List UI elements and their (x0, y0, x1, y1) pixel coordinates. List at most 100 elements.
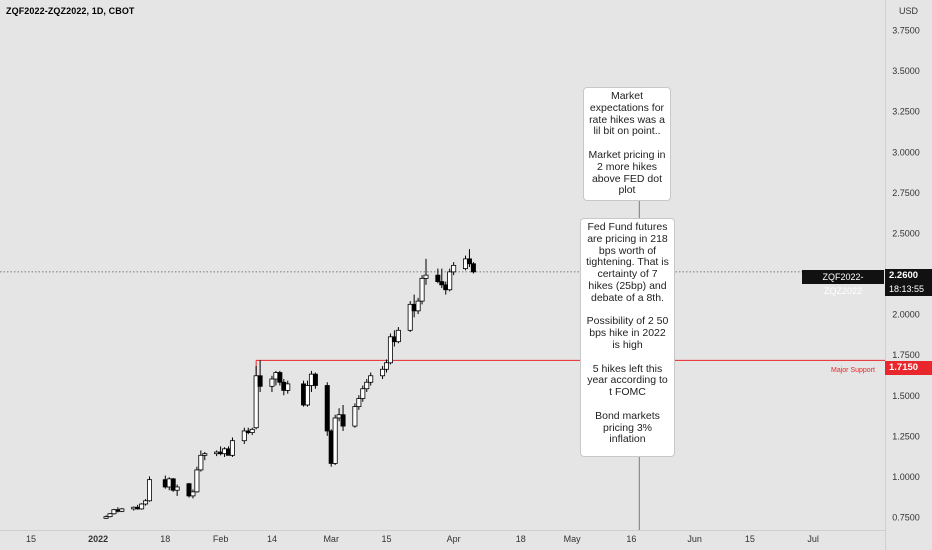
support-line-label: Major Support (831, 367, 875, 374)
candle-body (423, 274, 429, 279)
candle-body (174, 486, 180, 491)
currency-label[interactable]: USD (898, 6, 918, 16)
x-tick-label: 15 (26, 534, 36, 544)
candle-body (304, 385, 310, 406)
candle (340, 404, 346, 431)
candle (194, 466, 200, 493)
candle (380, 366, 386, 380)
candle-body (107, 513, 113, 518)
candle-body (360, 388, 366, 399)
last-price-symbol-tag: ZQF2022-ZQZ2022 (802, 270, 884, 296)
candle (202, 452, 208, 461)
candle-body (194, 469, 200, 493)
y-tick-label: 1.7500 (892, 350, 920, 360)
candle-body (340, 414, 346, 427)
candle-body (407, 303, 413, 331)
candle (466, 249, 472, 268)
last-price-tag: 2.2600 (885, 269, 932, 283)
candle (190, 489, 196, 499)
candle-body (470, 263, 476, 273)
x-tick-label: Jul (807, 534, 819, 544)
candle-body (253, 375, 259, 429)
candle-body (241, 430, 247, 442)
candle (451, 262, 457, 276)
candle-body (269, 378, 275, 387)
bar-countdown-tag: 18:13:55 (885, 282, 932, 296)
candle (229, 437, 235, 457)
candles-group (103, 249, 476, 519)
x-tick-label: 15 (381, 534, 391, 544)
candle-body (285, 383, 291, 391)
candle-body (447, 271, 453, 291)
candle (143, 499, 149, 506)
candle-body (277, 372, 283, 383)
candle (253, 366, 259, 430)
y-tick-label: 2.0000 (892, 310, 920, 320)
candle (324, 382, 330, 436)
x-tick-label: Feb (213, 534, 229, 544)
candle-body (352, 406, 358, 427)
y-tick-label: 0.7500 (892, 513, 920, 523)
candle-body (111, 509, 117, 515)
candle-body (451, 264, 457, 273)
candle-body (186, 483, 192, 497)
candle (304, 380, 310, 407)
annotation-note-fed-funds[interactable]: Fed Fund futures are pricing in 218 bps … (580, 218, 675, 457)
time-axis[interactable]: 15 2022 18 Feb 14 Mar 15 Apr 18 May 16 Jun 15 Jul (26, 534, 819, 544)
y-tick-label: 2.7500 (892, 188, 920, 198)
candle (186, 482, 192, 498)
y-tick-label: 3.5000 (892, 66, 920, 76)
y-tick-label: 1.5000 (892, 391, 920, 401)
candle-body (387, 336, 393, 364)
y-tick-label: 3.0000 (892, 147, 920, 157)
candle-body (380, 368, 386, 377)
candle (395, 327, 401, 344)
candle-body (395, 329, 401, 343)
candle (312, 372, 318, 389)
candle (387, 333, 393, 365)
candle-body (119, 508, 125, 512)
candle (447, 268, 453, 292)
candle (368, 372, 374, 386)
x-tick-label: May (564, 534, 582, 544)
x-tick-label: 2022 (88, 534, 108, 544)
candle (470, 262, 476, 274)
candle-body (466, 258, 472, 265)
x-tick-label: 18 (516, 534, 526, 544)
candle-body (103, 516, 109, 519)
candle (383, 359, 389, 373)
candle (111, 508, 117, 515)
candle (107, 512, 113, 518)
candle-body (257, 375, 263, 387)
x-tick-label: 15 (745, 534, 755, 544)
y-tick-label: 2.5000 (892, 228, 920, 238)
x-tick-label: Jun (687, 534, 702, 544)
annotation-note-expectations[interactable]: Market expectations for rate hikes was a… (583, 87, 671, 201)
candle (257, 360, 263, 393)
y-tick-label: 3.7500 (892, 26, 920, 36)
x-tick-label: 16 (626, 534, 636, 544)
x-tick-label: 18 (160, 534, 170, 544)
candle (423, 258, 429, 285)
candle-body (229, 440, 235, 456)
y-tick-label: 3.2500 (892, 107, 920, 117)
candle-body (356, 398, 362, 408)
candle (269, 375, 275, 393)
candle-body (146, 479, 152, 502)
candle-body (368, 375, 374, 383)
candle (241, 427, 247, 444)
candle-body (383, 362, 389, 370)
support-price-tag: 1.7150 (885, 361, 932, 375)
candle (139, 503, 145, 510)
candle (119, 508, 125, 513)
candle (174, 484, 180, 496)
candle-body (435, 274, 441, 283)
candle (277, 370, 283, 386)
candle (364, 379, 370, 393)
symbol-title[interactable]: ZQF2022-ZQZ2022, 1D, CBOT (6, 6, 135, 16)
candle (435, 268, 441, 284)
y-tick-label: 1.0000 (892, 472, 920, 482)
x-tick-label: 14 (267, 534, 277, 544)
candle-body (364, 381, 370, 390)
